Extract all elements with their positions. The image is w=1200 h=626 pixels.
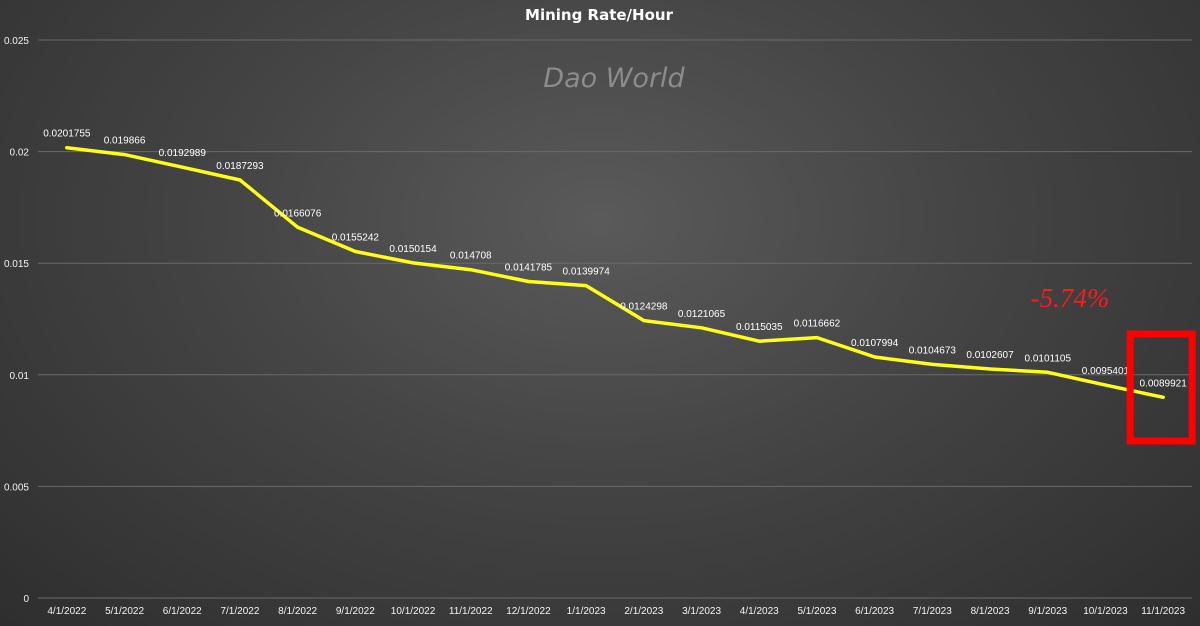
x-tick-label: 3/1/2023	[682, 606, 721, 617]
x-tick-label: 9/1/2023	[1028, 606, 1067, 617]
data-label: 0.0089921	[1140, 378, 1188, 389]
x-tick-label: 11/1/2023	[1141, 606, 1185, 617]
x-tick-label: 10/1/2022	[391, 606, 436, 617]
x-tick-label: 8/1/2023	[971, 606, 1010, 617]
data-label: 0.0155242	[332, 232, 380, 243]
data-label: 0.0095401	[1082, 366, 1130, 377]
data-label: 0.019866	[104, 136, 146, 147]
data-label: 0.0107994	[851, 338, 899, 349]
percent-change-annotation: -5.74%	[1031, 283, 1110, 313]
data-labels: 0.0201755 0.019866 0.0192989 0.0187293 0.016…	[43, 129, 1187, 390]
x-tick-label: 7/1/2022	[220, 606, 259, 617]
data-label: 0.0104673	[909, 345, 957, 356]
x-axis-tick-labels: 4/1/2022 5/1/2022 6/1/2022 7/1/2022 8/1/2022…	[47, 606, 1185, 617]
y-tick-label: 0.025	[4, 36, 29, 47]
data-label: 0.0116662	[794, 319, 841, 330]
x-tick-label: 1/1/2023	[567, 606, 606, 617]
data-label: 0.0121065	[678, 309, 726, 320]
x-tick-label: 4/1/2022	[47, 606, 86, 617]
y-tick-label: 0.005	[4, 482, 29, 493]
x-tick-label: 10/1/2023	[1083, 606, 1128, 617]
data-label: 0.0102607	[966, 350, 1014, 361]
gridlines	[38, 39, 1192, 599]
data-label: 0.0150154	[389, 244, 437, 255]
x-tick-label: 7/1/2023	[913, 606, 952, 617]
y-tick-label: 0.015	[4, 259, 29, 270]
x-tick-label: 8/1/2022	[278, 606, 317, 617]
x-tick-label: 4/1/2023	[740, 606, 779, 617]
y-tick-label: 0.02	[10, 148, 30, 159]
highlight-box-last-point	[1126, 330, 1196, 445]
x-tick-label: 5/1/2022	[105, 606, 144, 617]
x-tick-label: 2/1/2023	[624, 606, 663, 617]
data-label: 0.0187293	[216, 161, 264, 172]
x-tick-label: 11/1/2022	[449, 606, 493, 617]
x-tick-label: 9/1/2022	[336, 606, 375, 617]
data-label: 0.014708	[450, 251, 492, 262]
x-tick-label: 12/1/2022	[506, 606, 551, 617]
chart-title: Mining Rate/Hour	[525, 6, 674, 24]
x-tick-label: 5/1/2023	[797, 606, 836, 617]
x-tick-label: 6/1/2023	[855, 606, 894, 617]
series-line-mining-rate	[65, 145, 1165, 400]
data-label: 0.0166076	[274, 208, 322, 219]
data-label: 0.0192989	[159, 148, 207, 159]
watermark-text: Dao World	[543, 63, 685, 94]
x-tick-label: 6/1/2022	[163, 606, 202, 617]
data-label: 0.0139974	[563, 267, 611, 278]
data-label: 0.0101105	[1024, 353, 1071, 364]
data-label: 0.0115035	[736, 322, 783, 333]
y-axis-tick-labels: 0 0.005 0.01 0.015 0.02 0.025	[4, 36, 29, 605]
y-tick-label: 0.01	[10, 371, 30, 382]
y-tick-label: 0	[23, 594, 29, 605]
data-label: 0.0141785	[505, 263, 553, 274]
data-label: 0.0124298	[620, 302, 668, 313]
data-label: 0.0201755	[43, 129, 91, 140]
